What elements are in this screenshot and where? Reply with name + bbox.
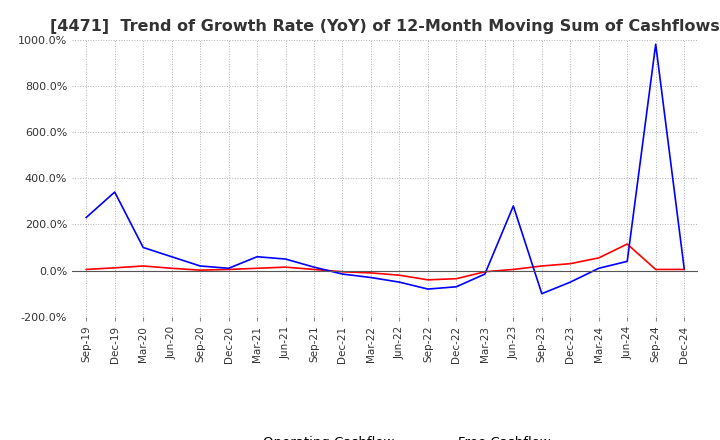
Operating Cashflow bbox=[310, 267, 318, 272]
Free Cashflow bbox=[338, 271, 347, 277]
Free Cashflow bbox=[139, 245, 148, 250]
Operating Cashflow bbox=[225, 267, 233, 272]
Operating Cashflow bbox=[82, 267, 91, 272]
Operating Cashflow bbox=[480, 269, 489, 275]
Operating Cashflow bbox=[167, 266, 176, 271]
Operating Cashflow bbox=[282, 264, 290, 270]
Operating Cashflow bbox=[623, 242, 631, 247]
Free Cashflow bbox=[537, 291, 546, 297]
Free Cashflow bbox=[680, 266, 688, 271]
Operating Cashflow bbox=[338, 269, 347, 275]
Operating Cashflow bbox=[680, 267, 688, 272]
Operating Cashflow bbox=[537, 263, 546, 268]
Operating Cashflow bbox=[566, 261, 575, 266]
Free Cashflow bbox=[253, 254, 261, 259]
Free Cashflow bbox=[623, 259, 631, 264]
Operating Cashflow bbox=[110, 265, 119, 271]
Operating Cashflow bbox=[366, 270, 375, 275]
Free Cashflow bbox=[452, 284, 461, 290]
Free Cashflow bbox=[652, 41, 660, 47]
Operating Cashflow bbox=[395, 272, 404, 278]
Free Cashflow bbox=[82, 215, 91, 220]
Line: Operating Cashflow: Operating Cashflow bbox=[86, 244, 684, 280]
Title: [4471]  Trend of Growth Rate (YoY) of 12-Month Moving Sum of Cashflows: [4471] Trend of Growth Rate (YoY) of 12-… bbox=[50, 19, 720, 34]
Free Cashflow bbox=[509, 203, 518, 209]
Free Cashflow bbox=[395, 279, 404, 285]
Operating Cashflow bbox=[423, 277, 432, 282]
Free Cashflow bbox=[282, 257, 290, 262]
Free Cashflow bbox=[423, 286, 432, 292]
Operating Cashflow bbox=[452, 276, 461, 281]
Legend: Operating Cashflow, Free Cashflow: Operating Cashflow, Free Cashflow bbox=[215, 431, 556, 440]
Free Cashflow bbox=[595, 266, 603, 271]
Free Cashflow bbox=[196, 263, 204, 268]
Operating Cashflow bbox=[595, 255, 603, 260]
Free Cashflow bbox=[167, 254, 176, 259]
Line: Free Cashflow: Free Cashflow bbox=[86, 44, 684, 294]
Operating Cashflow bbox=[652, 267, 660, 272]
Operating Cashflow bbox=[196, 268, 204, 273]
Free Cashflow bbox=[225, 266, 233, 271]
Free Cashflow bbox=[566, 279, 575, 285]
Free Cashflow bbox=[366, 275, 375, 280]
Operating Cashflow bbox=[253, 266, 261, 271]
Operating Cashflow bbox=[139, 263, 148, 268]
Free Cashflow bbox=[110, 189, 119, 194]
Operating Cashflow bbox=[509, 267, 518, 272]
Free Cashflow bbox=[310, 264, 318, 270]
Free Cashflow bbox=[480, 271, 489, 277]
